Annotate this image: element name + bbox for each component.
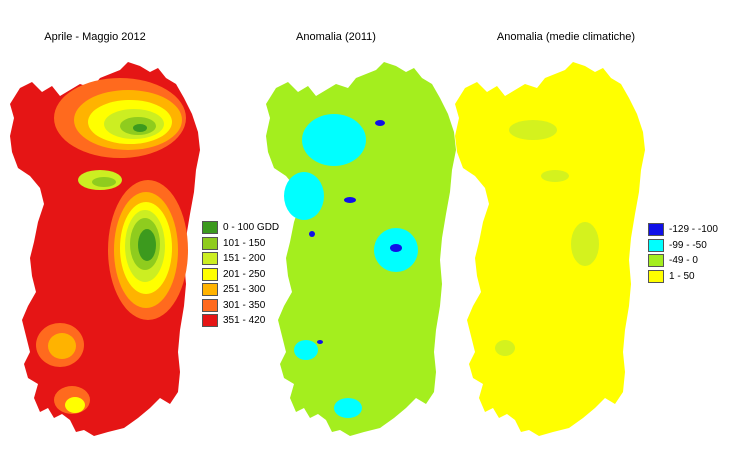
legend-anomaly: -129 - -100 -99 - -50 -49 - 0 1 - 50 [648,222,718,284]
legend-row: 151 - 200 [202,251,279,267]
legend-label: 151 - 200 [223,253,266,265]
legend-row: 201 - 250 [202,267,279,283]
map-title-gdd: Aprile - Maggio 2012 [44,31,146,43]
legend-swatch [202,283,218,297]
legend-swatch [202,314,218,328]
legend-row: -49 - 0 [648,253,718,269]
legend-label: 301 - 350 [223,299,266,311]
map-anomaly-2011 [266,62,456,436]
legend-label: 351 - 420 [223,315,266,327]
legend-swatch [648,269,664,283]
anomaly2011-zone-cyan [284,114,418,418]
legend-label: 1 - 50 [669,270,695,282]
map-gdd [10,62,200,436]
legend-row: 1 - 50 [648,269,718,285]
legend-swatch [202,221,218,235]
legend-label: -49 - 0 [669,255,698,267]
legend-row: 101 - 150 [202,236,279,252]
legend-row: 251 - 300 [202,282,279,298]
legend-label: 251 - 300 [223,284,266,296]
legend-swatch [202,252,218,266]
legend-row: -129 - -100 [648,222,718,238]
legend-swatch [202,298,218,312]
legend-label: 0 - 100 GDD [223,222,280,234]
climatic-zone-green [495,120,599,356]
legend-label: 101 - 150 [223,237,266,249]
gdd-zone-darkgreen [133,124,156,261]
legend-gdd: 0 - 100 GDD 101 - 150 151 - 200 201 - 25… [202,220,279,329]
anomaly2011-zone-blue [309,120,402,344]
legend-row: -99 - -50 [648,238,718,254]
legend-label: -99 - -50 [669,239,707,251]
legend-swatch [648,254,664,268]
legend-row: 0 - 100 GDD [202,220,279,236]
legend-swatch [202,267,218,281]
map-title-anomaly-climatic: Anomalia (medie climatiche) [496,31,636,43]
legend-swatch [648,238,664,252]
legend-swatch [648,223,664,237]
legend-row: 301 - 350 [202,298,279,314]
legend-label: -129 - -100 [669,224,718,236]
map-title-anomaly-2011: Anomalia (2011) [296,31,376,43]
legend-row: 351 - 420 [202,313,279,329]
legend-label: 201 - 250 [223,268,266,280]
map-anomaly-climatic [455,62,645,436]
legend-swatch [202,236,218,250]
